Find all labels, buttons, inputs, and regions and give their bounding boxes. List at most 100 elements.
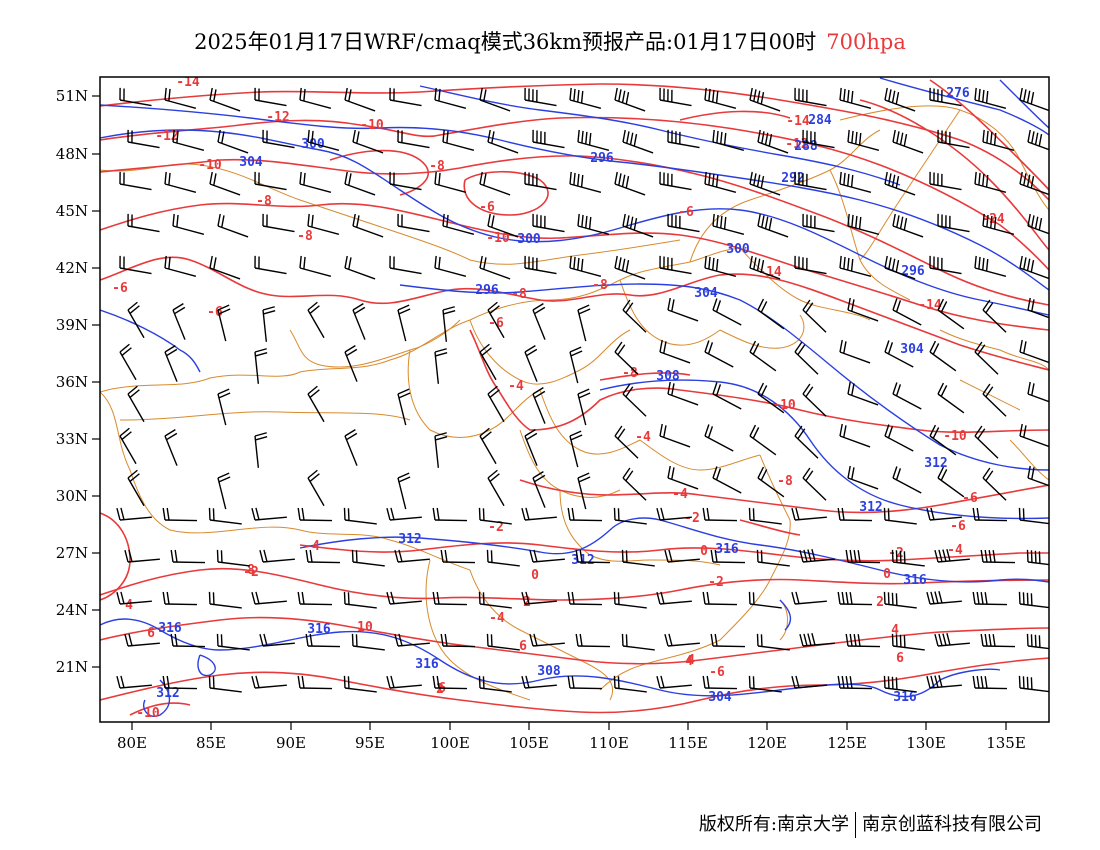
wind-barb xyxy=(1019,255,1049,280)
temperature-contour-label: -12 xyxy=(266,110,289,125)
wind-barb xyxy=(884,255,916,280)
wind-barb xyxy=(667,381,699,406)
wind-barb xyxy=(119,171,152,191)
wind-barb xyxy=(757,298,785,330)
lon-tick-label: 120E xyxy=(747,734,787,752)
wind-barb xyxy=(521,507,557,521)
wind-barb xyxy=(434,87,467,109)
wind-barb xyxy=(162,675,198,690)
wind-barb xyxy=(164,429,178,466)
wind-barb xyxy=(659,255,692,275)
wind-barb xyxy=(305,633,341,648)
plot-frame xyxy=(99,76,1050,723)
height-contour-label: 304 xyxy=(900,342,924,357)
lon-tick-label: 110E xyxy=(589,734,629,752)
wind-barb xyxy=(929,171,962,191)
lat-tick-label: 39N xyxy=(56,316,88,334)
wind-barb xyxy=(567,507,603,522)
wind-barb xyxy=(344,429,358,466)
height-contour-label: 316 xyxy=(415,657,439,672)
height-contour-label: 304 xyxy=(239,155,263,170)
wind-barb xyxy=(974,171,1007,193)
height-contour-label: 308 xyxy=(656,369,680,384)
height-contour-label: 312 xyxy=(156,686,179,701)
wind-barb xyxy=(974,87,1007,109)
wind-barb xyxy=(712,382,742,410)
temperature-contour-label: -4 xyxy=(304,539,320,554)
wind-barb xyxy=(702,675,738,690)
temperature-contour-label: -4 xyxy=(672,487,688,502)
height-contour-label: 304 xyxy=(694,286,718,301)
wind-barb xyxy=(569,255,602,277)
wind-barb xyxy=(839,171,872,193)
wind-barb xyxy=(524,171,557,191)
wind-barb xyxy=(577,213,610,235)
wind-barb xyxy=(352,129,384,154)
wind-barb xyxy=(1026,633,1049,651)
wind-barb xyxy=(479,171,511,196)
temperature-contour-label: 4 xyxy=(687,653,695,668)
wind-barb xyxy=(259,633,295,647)
wind-barb xyxy=(297,507,333,522)
wind-barb xyxy=(892,298,922,326)
wind-barb xyxy=(749,255,781,280)
wind-barb xyxy=(974,255,1007,277)
wind-barb xyxy=(891,549,925,567)
wind-barb xyxy=(794,171,827,191)
lat-tick-label: 36N xyxy=(56,373,88,391)
wind-barb xyxy=(749,87,781,112)
wind-barb xyxy=(259,549,295,563)
wind-barb xyxy=(442,306,456,342)
wind-barb xyxy=(119,343,137,381)
wind-barb xyxy=(613,591,647,609)
wind-barb xyxy=(487,385,505,423)
wind-barb xyxy=(847,297,879,322)
wind-barb xyxy=(532,387,546,424)
temperature-contour-label: 2 xyxy=(876,595,884,610)
wind-barb xyxy=(982,129,1015,151)
wind-barb xyxy=(344,171,376,196)
temperature-contour-label: -2 xyxy=(708,575,724,590)
wind-barb xyxy=(162,507,198,522)
wind-barb xyxy=(479,255,511,280)
height-contour-label: 296 xyxy=(475,283,499,298)
wind-barb xyxy=(982,299,1007,333)
wind-barb xyxy=(883,675,917,693)
wind-barb xyxy=(756,633,790,651)
wind-barb xyxy=(524,87,557,107)
wind-barb xyxy=(116,591,152,605)
wind-barb xyxy=(216,633,250,651)
wind-barb xyxy=(664,549,700,563)
wind-barb xyxy=(613,507,647,525)
wind-barb xyxy=(712,298,742,326)
wind-barb xyxy=(116,675,152,689)
temperature-contour-label: 0 xyxy=(700,544,708,559)
wind-barb xyxy=(614,87,646,112)
wind-barb xyxy=(251,507,287,521)
lat-tick-label: 21N xyxy=(56,658,88,676)
wind-barb xyxy=(929,255,962,275)
lat-tick-label: 24N xyxy=(56,601,88,619)
wind-barb xyxy=(532,129,565,149)
wind-barb xyxy=(757,129,789,154)
wind-barb xyxy=(704,171,737,193)
wind-barb xyxy=(479,87,511,112)
wind-barb xyxy=(262,306,276,342)
wind-barb xyxy=(486,549,520,567)
wind-barb xyxy=(305,549,341,564)
height-contour-label: 276 xyxy=(946,86,970,101)
temperature-contour-label: -6 xyxy=(950,519,966,534)
wind-barb xyxy=(659,87,692,107)
lon-axis: 80E 85E 90E 95E 100E 105E 110E 115E 120E 125E 130E… xyxy=(117,722,1026,752)
wind-barb xyxy=(344,87,376,112)
temperature-contour-label: 4 xyxy=(891,623,899,638)
temperature-contour-label: -6 xyxy=(678,205,694,220)
wind-barb xyxy=(749,171,781,196)
height-contour-label: 316 xyxy=(307,622,331,637)
lon-tick-label: 125E xyxy=(827,734,867,752)
wind-barb xyxy=(575,633,611,648)
wind-barb xyxy=(937,298,965,330)
wind-barb xyxy=(352,303,366,340)
lat-axis: 51N 48N 45N 42N 39N 36N 33N 30N 27N 24N 21N xyxy=(56,87,100,676)
wind-barb xyxy=(532,303,546,340)
